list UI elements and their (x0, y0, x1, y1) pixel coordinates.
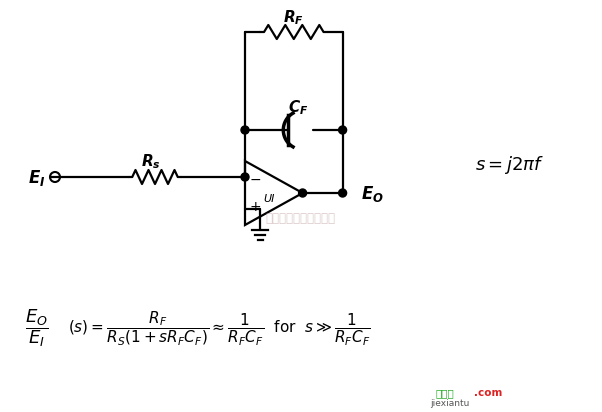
Text: 杭州将睽科技有限公司: 杭州将睽科技有限公司 (265, 211, 335, 225)
Text: $s = j2\pi f$: $s = j2\pi f$ (476, 154, 545, 176)
Text: $\bfit{C}_F$: $\bfit{C}_F$ (288, 98, 308, 117)
Text: .com: .com (474, 388, 503, 398)
Text: $-$: $-$ (249, 172, 261, 185)
Circle shape (338, 126, 347, 134)
Text: $(s) = \dfrac{R_F}{R_S(1 + sR_FC_F)} \approx \dfrac{1}{R_FC_F}$  for  $s \gg \df: $(s) = \dfrac{R_F}{R_S(1 + sR_FC_F)} \ap… (68, 309, 371, 347)
Text: $+$: $+$ (249, 200, 261, 214)
Text: jiexiantu: jiexiantu (430, 398, 470, 407)
Text: $\bfit{R}_s$: $\bfit{R}_s$ (141, 153, 161, 171)
Text: $\bfit{E}_I$: $\bfit{E}_I$ (28, 168, 46, 188)
Circle shape (338, 189, 347, 197)
Circle shape (241, 173, 249, 181)
Text: 接线图: 接线图 (435, 388, 454, 398)
Text: $\bfit{E}_O$: $\bfit{E}_O$ (361, 184, 383, 204)
Text: UI: UI (264, 194, 275, 204)
Text: $\dfrac{E_O}{E_I}$: $\dfrac{E_O}{E_I}$ (25, 307, 49, 349)
Circle shape (241, 126, 249, 134)
Circle shape (299, 189, 306, 197)
Text: $\bfit{R}_F$: $\bfit{R}_F$ (284, 9, 305, 27)
